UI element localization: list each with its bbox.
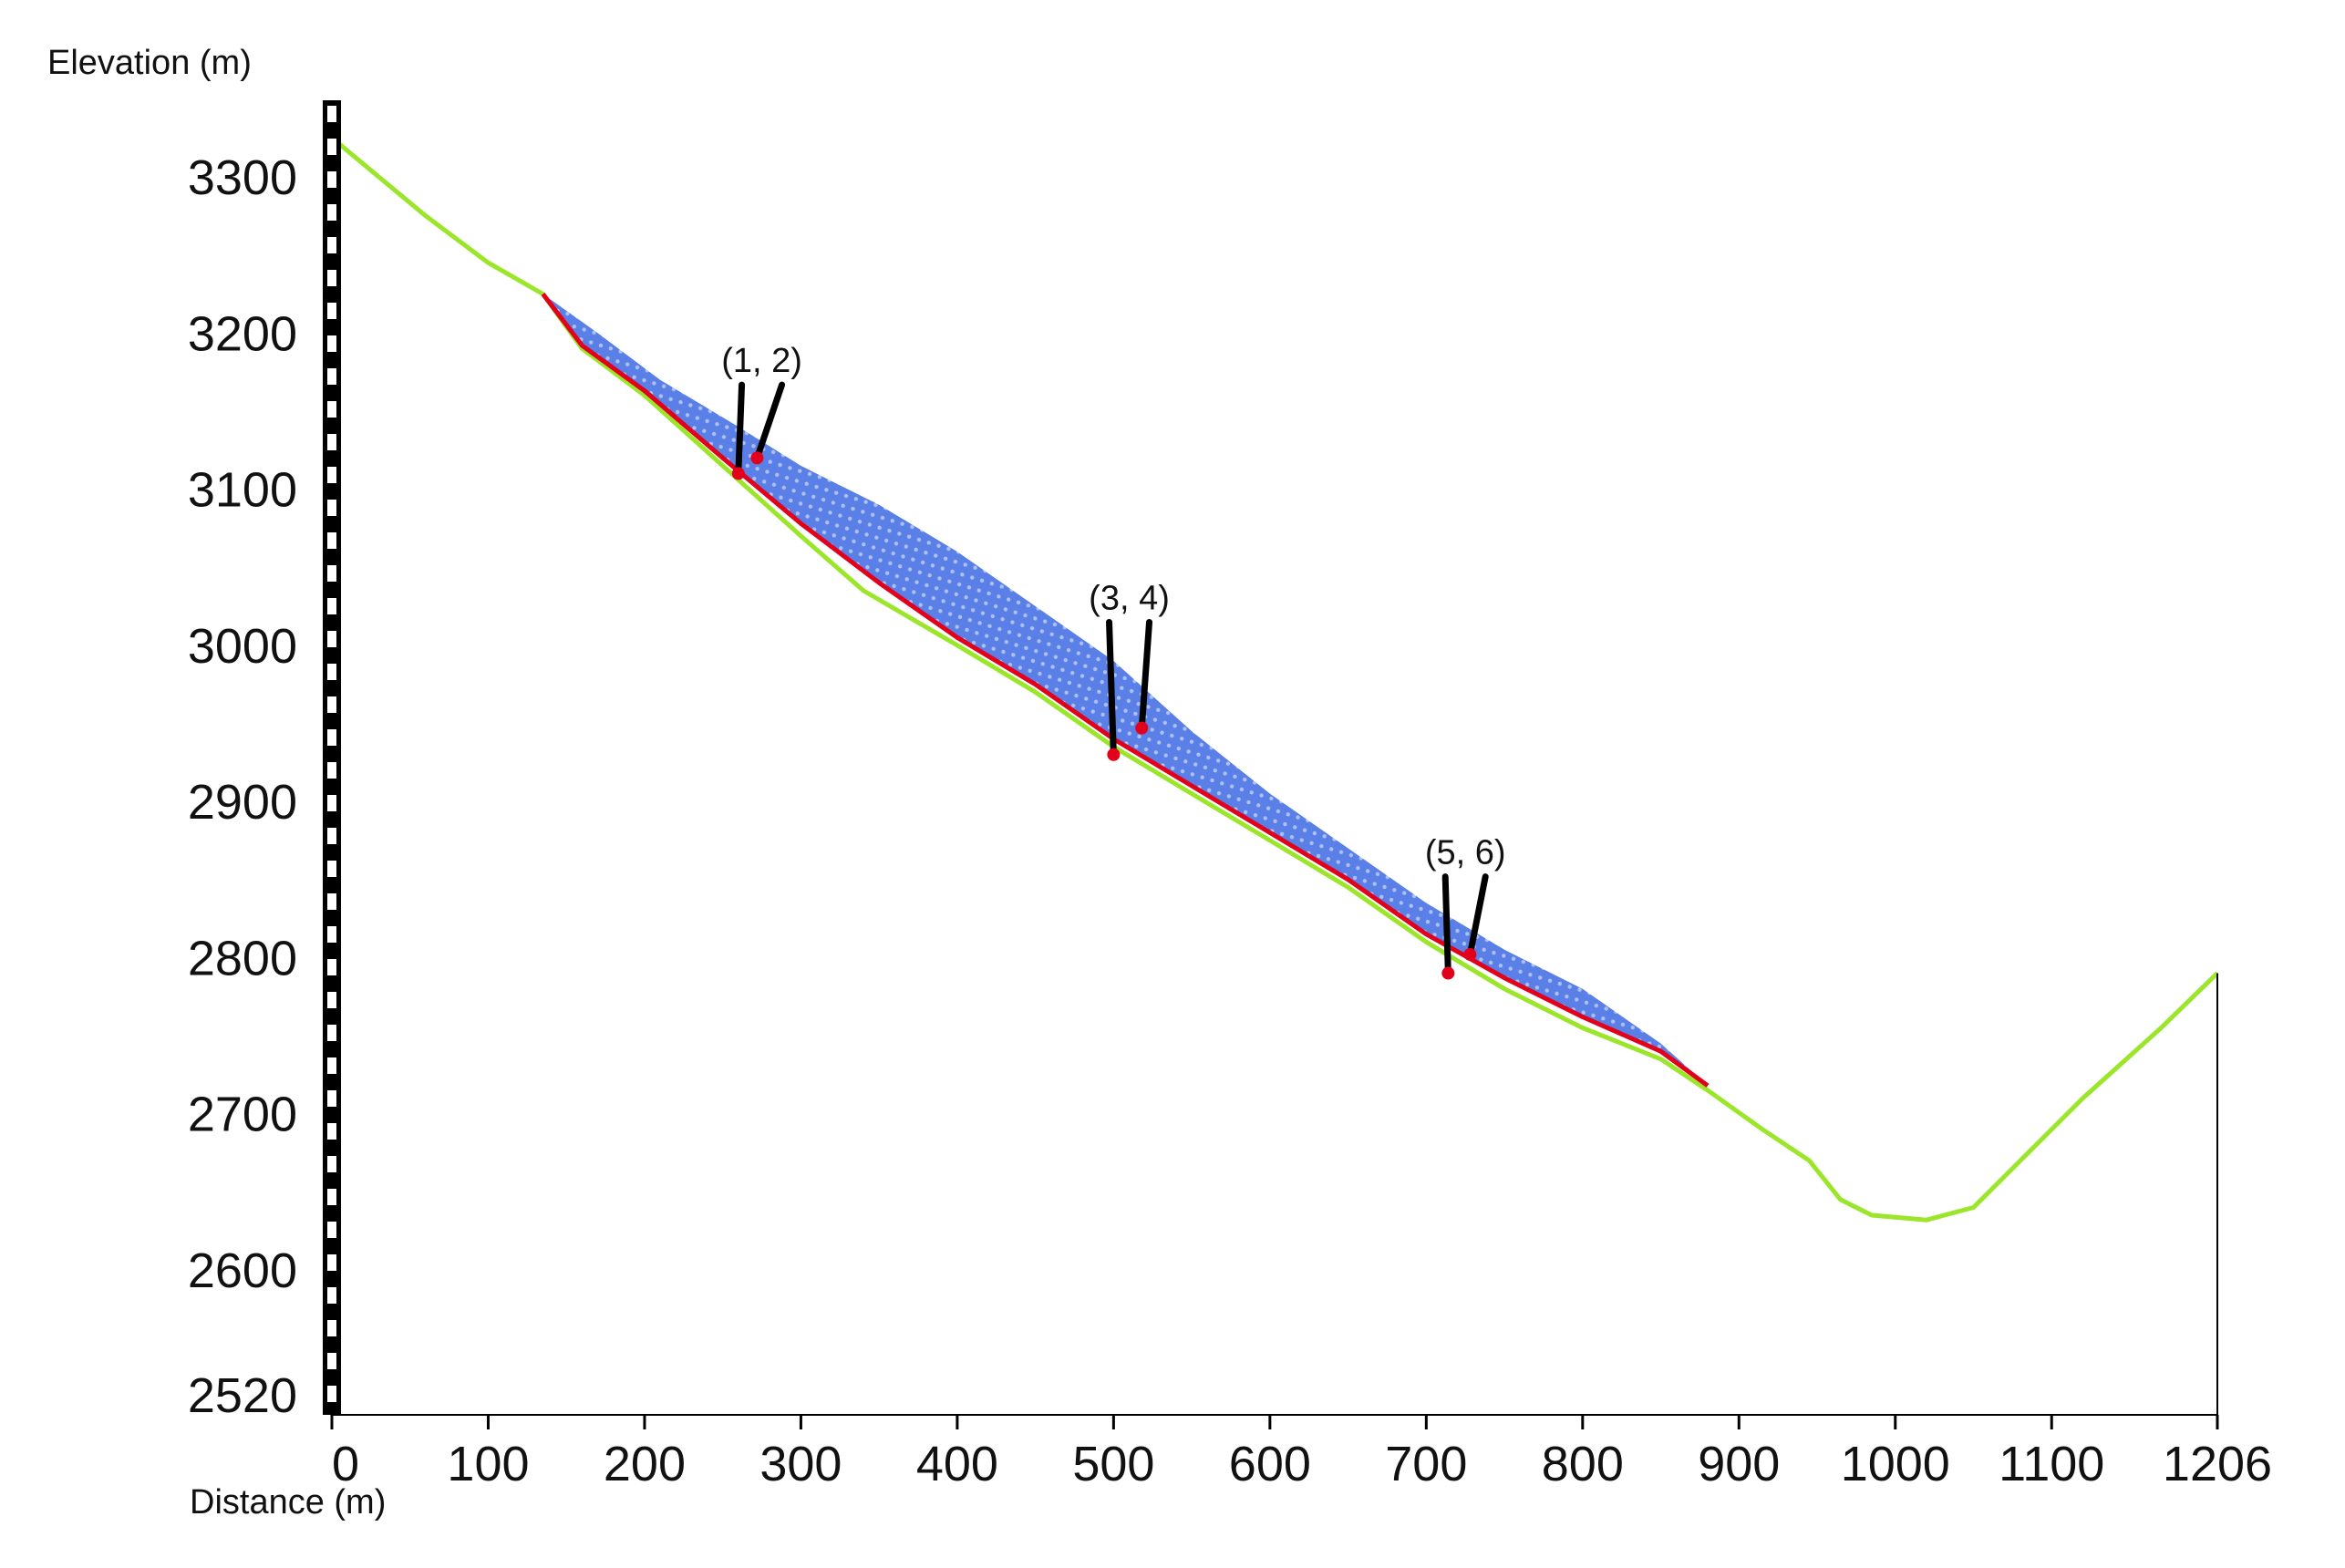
y-axis-bar-segment [327,401,336,418]
y-axis-bar-segment [327,1353,336,1369]
y-tick-label: 3300 [188,150,297,205]
monitoring-pointer-line [1106,618,1117,758]
y-axis-bar-segment [327,631,336,647]
y-axis-bar-segment [327,106,336,122]
ground-profile-line [330,136,2219,1222]
x-tick-label: 800 [1542,1437,1624,1491]
x-tick-label: 600 [1229,1437,1311,1491]
y-axis-bar-segment [327,1057,336,1074]
y-axis-bar-segment [327,303,336,319]
y-axis-bar-segment [327,762,336,779]
monitoring-pointer-line [1138,618,1153,732]
y-tick-label: 3000 [188,619,297,674]
y-tick-label: 3100 [188,463,297,518]
y-axis-bar-segment [327,171,336,188]
y-axis-bar-segment [327,434,336,450]
y-axis-bar-segment [327,893,336,910]
y-axis-bar-segment [327,828,336,844]
x-tick-label: 1100 [1999,1437,2104,1491]
y-axis-bar-segment [327,992,336,1008]
monitoring-point-marker [1107,748,1121,761]
y-axis-bar-segment [327,795,336,811]
monitoring-pointer-line [1466,873,1489,958]
monitoring-pointer-line [753,381,786,461]
y-axis-bar-segment [327,696,336,713]
x-tick-label: 1206 [2163,1437,2272,1491]
x-tick-label: 700 [1385,1437,1467,1491]
y-tick-label: 2700 [188,1088,297,1142]
y-axis-bar-segment [327,532,336,549]
monitoring-pointer-line [735,381,746,477]
monitoring-point-marker [1441,966,1455,980]
y-tick-label: 2520 [188,1368,297,1423]
x-axis-title: Distance (m) [190,1483,386,1522]
y-axis-bar-segment [327,598,336,614]
y-axis-bar-segment [327,270,336,286]
y-axis-bar-segment [327,368,336,385]
x-tick-label: 200 [604,1437,686,1491]
y-axis-bar-segment [327,565,336,582]
monitoring-point-label: (3, 4) [1089,579,1170,617]
y-axis-bar-segment [327,1025,336,1041]
sliding-mass [542,294,1708,1086]
y-axis-bar-segment [327,1386,336,1402]
plot-area [330,136,2219,1222]
monitoring-point-marker [1463,947,1477,961]
y-axis-bar-segment [327,204,336,221]
y-tick-label: 3200 [188,306,297,361]
y-axis-bar [323,100,341,1415]
axes: 0 100 200 300 400 500 600 700 800 900 1000 1100 1206… [188,100,2272,1491]
monitoring-point-label: (1, 2) [721,342,802,380]
y-axis-bar-segment [327,1156,336,1172]
y-axis-bar-segment [327,1254,336,1271]
y-axis-bar-segment [327,664,336,680]
x-tick-label: 900 [1698,1437,1780,1491]
y-axis-bar-segment [327,1320,336,1336]
y-axis-bar-segment [327,1123,336,1140]
y-axis-bar-segment [327,729,336,746]
monitoring-point-label: (5, 6) [1425,834,1506,872]
y-axis-bar-segment [327,467,336,483]
x-tick-label: 0 [332,1437,359,1491]
x-tick-label: 400 [916,1437,998,1491]
y-axis-bar-segment [327,1090,336,1107]
y-tick-label: 2600 [188,1243,297,1298]
monitoring-annotations: (1, 2) (3, 4) (5, 6) [721,342,1506,980]
y-axis-bar-segment [327,926,336,943]
monitoring-point-marker [750,451,764,465]
monitoring-point-marker [1135,721,1149,735]
y-axis-bar-segment [327,861,336,877]
monitoring-pointer-line [1441,873,1451,977]
x-tick-label: 100 [447,1437,529,1491]
y-axis-bar-segment [327,1189,336,1205]
y-tick-label: 2800 [188,931,297,985]
y-axis-bar-segment [327,237,336,253]
monitoring-point-marker [731,467,745,480]
y-tick-label: 2900 [188,775,297,830]
y-axis-bar-segment [327,959,336,975]
y-axis-bar-segment [327,335,336,352]
y-axis-bar-segment [327,1222,336,1238]
x-tick-label: 500 [1072,1437,1154,1491]
y-axis-bar-segment [327,1287,336,1304]
x-tick-label: 1000 [1841,1437,1950,1491]
y-axis-bar-segment [327,139,336,155]
x-tick-label: 300 [759,1437,842,1491]
y-axis-bar-segment [327,500,336,516]
y-axis-title: Elevation (m) [47,44,252,82]
